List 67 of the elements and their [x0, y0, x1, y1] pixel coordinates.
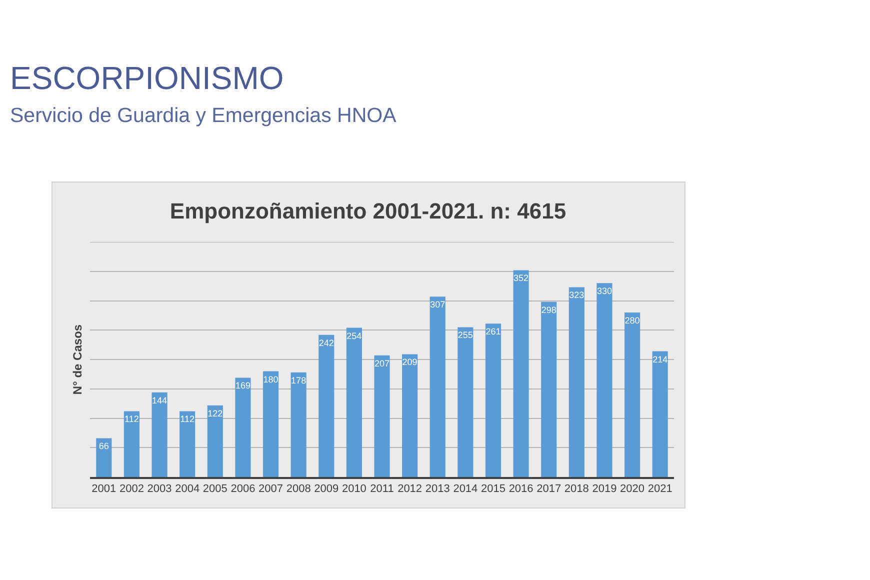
bar — [124, 411, 140, 477]
text: ESCORPIONISMO — [10, 60, 284, 96]
x-tick-label: 2011 — [370, 483, 394, 496]
x-tick-label: 2016 — [508, 483, 534, 496]
x-tick-label: 2021 — [648, 483, 672, 496]
data-label: 261 — [486, 326, 501, 337]
bar — [485, 324, 502, 477]
bar — [541, 302, 557, 477]
bar — [652, 351, 668, 477]
data-label: 144 — [152, 395, 168, 406]
x-tick-label: 2004 — [175, 483, 200, 496]
data-label: 323 — [569, 290, 584, 300]
data-label: 214 — [652, 354, 668, 364]
x-tick-label: 2006 — [230, 483, 256, 496]
chart-title: Emponzoñamiento 2001-2021. n: 4615 — [170, 198, 566, 224]
data-label: 242 — [318, 338, 334, 348]
x-tick-label: 2012 — [398, 483, 422, 496]
x-tick-label: 2009 — [314, 483, 339, 496]
x-tick-label: 2015 — [481, 483, 506, 496]
data-label: 178 — [291, 375, 306, 386]
bar — [180, 411, 196, 477]
bar — [402, 354, 418, 477]
data-label: 169 — [235, 380, 250, 391]
x-tick-label: 2018 — [564, 483, 589, 496]
x-tick-label: 2001 — [92, 483, 116, 496]
data-label: 207 — [374, 358, 390, 368]
data-label: 255 — [458, 330, 473, 340]
x-tick-label: 2010 — [342, 483, 366, 496]
bar — [290, 372, 306, 477]
bar — [152, 392, 168, 477]
data-label: 122 — [208, 408, 223, 418]
x-tick-label: 2014 — [453, 483, 478, 496]
data-label: 307 — [430, 300, 446, 310]
bar — [596, 283, 612, 477]
x-tick-label: 2005 — [202, 483, 228, 496]
x-tick-label: 2003 — [147, 483, 172, 496]
bar — [568, 287, 584, 477]
data-label: 112 — [124, 414, 139, 424]
bar — [235, 378, 251, 477]
data-label: 254 — [346, 330, 362, 341]
bar — [374, 355, 390, 477]
x-tick-label: 2013 — [425, 483, 450, 496]
bar — [458, 327, 474, 477]
data-label: 66 — [98, 441, 109, 452]
y-axis-title: N° de Casos — [70, 324, 84, 395]
bar — [513, 270, 529, 477]
x-tick-label: 2017 — [536, 483, 562, 496]
data-label: 280 — [624, 316, 640, 326]
x-tick-label: 2002 — [119, 483, 144, 496]
bar — [624, 312, 640, 477]
text: Servicio de Guardia y Emergencias HNOA — [10, 104, 397, 127]
bar — [96, 438, 112, 477]
bar — [207, 405, 223, 477]
bar — [262, 371, 279, 477]
data-label: 180 — [263, 374, 278, 384]
data-label: 330 — [596, 286, 612, 296]
data-label: 298 — [541, 304, 556, 315]
data-label: 209 — [402, 357, 418, 368]
x-tick-label: 2020 — [620, 483, 645, 496]
bar — [318, 334, 334, 477]
x-tick-label: 2019 — [592, 483, 617, 496]
x-tick-label: 2007 — [258, 483, 283, 496]
data-label: 112 — [180, 414, 195, 424]
data-label: 352 — [514, 273, 529, 284]
x-tick-label: 2008 — [286, 483, 311, 496]
bar — [346, 328, 362, 477]
bar — [430, 296, 446, 477]
